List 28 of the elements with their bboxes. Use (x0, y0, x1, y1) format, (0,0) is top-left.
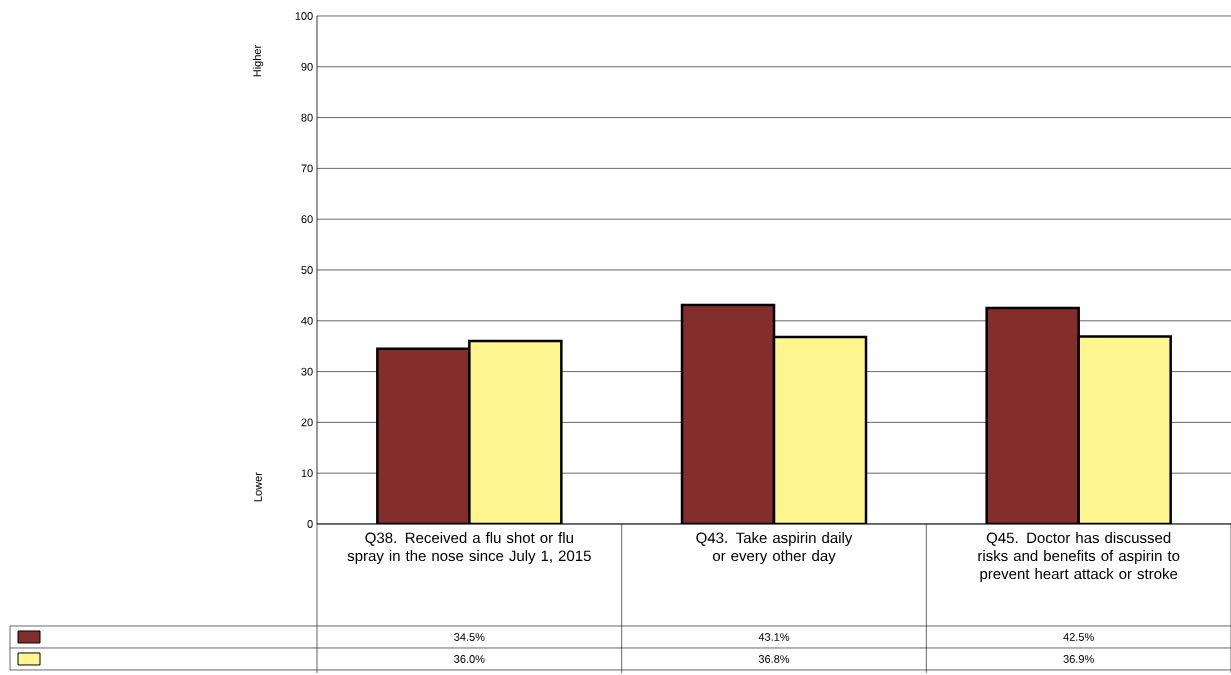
y-tick-label: 100 (295, 12, 313, 20)
y-tick-label: 60 (301, 215, 313, 224)
y-tick-label: 90 (301, 62, 313, 71)
bar (376, 347, 471, 524)
bar (680, 303, 776, 524)
data-label: 42.5% (1063, 633, 1094, 641)
data-label: 34.5% (454, 633, 485, 641)
text: Higher (252, 45, 264, 77)
bar (1077, 335, 1172, 524)
y-tick-label: 80 (301, 113, 313, 122)
y-tick-label: 70 (301, 164, 313, 173)
x-tick-label: Q45. Doctor has discussed risks and benefits of aspirin to prevent heart attack or stroke (978, 532, 1180, 583)
y-tick-label: 30 (301, 367, 313, 376)
bar (985, 306, 1080, 524)
data-label: 36.8% (758, 655, 790, 663)
text: Lower (254, 472, 262, 502)
y-tick-label: 40 (301, 316, 313, 325)
y-tick-label: 20 (301, 418, 313, 427)
data-label: 36.0% (454, 655, 485, 663)
data-label: 43.1% (758, 633, 790, 641)
bar (772, 335, 868, 524)
y-tick-label: 10 (301, 469, 313, 478)
y-tick-label: 0 (307, 520, 313, 528)
y-tick-label: 50 (301, 266, 313, 274)
x-tick-label: Q43. Take aspirin daily or every other day (696, 532, 853, 565)
bar (468, 339, 563, 524)
x-tick-label: Q38. Received a flu shot or flu spray in the nose since July 1, 2015 (347, 532, 591, 565)
data-label: 36.9% (1063, 655, 1094, 663)
